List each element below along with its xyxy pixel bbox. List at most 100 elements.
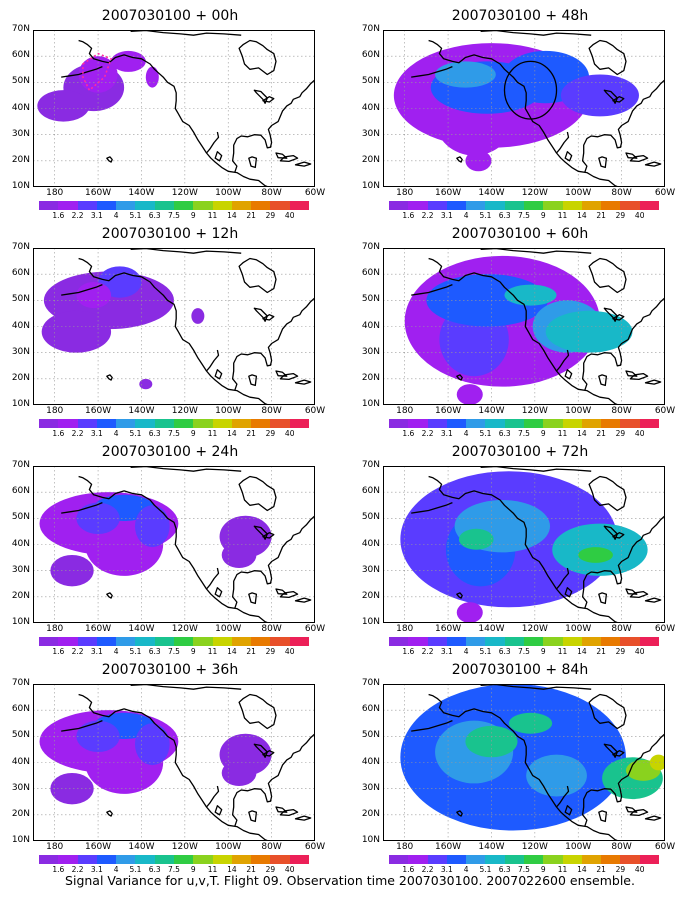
colorbar-label: 29 — [615, 211, 626, 220]
map-panel: 2007030100 + 84h 70N 60N 50N 40N 30N 20N 10N 180… — [350, 654, 690, 874]
variance-contour — [560, 74, 639, 117]
coastline-segment — [231, 79, 315, 173]
coastline-segment — [598, 374, 608, 387]
colorbar-swatch — [135, 855, 155, 864]
colorbar-swatch — [389, 419, 409, 428]
colorbar-label: 40 — [634, 647, 645, 656]
colorbar-swatch — [193, 201, 213, 210]
latitude-label: 40N — [11, 756, 30, 767]
colorbar-label: 7.5 — [168, 647, 180, 656]
colorbar-swatch — [154, 637, 174, 646]
latitude-label: 60N — [11, 268, 30, 279]
panel-grid: 2007030100 + 00h 70N 60N 50N 40N 30N 20N 10N 180… — [11, 8, 675, 874]
latitude-label: 20N — [361, 590, 380, 601]
colorbar-swatch — [562, 419, 582, 428]
map-grid — [33, 248, 315, 405]
longitude-label: 100W — [565, 842, 592, 852]
colorbar-label: 14 — [227, 647, 237, 656]
variance-contour — [435, 61, 496, 88]
coastline-segment — [428, 257, 621, 405]
colorbar-swatch — [466, 419, 486, 428]
longitude-label: 180 — [396, 842, 414, 852]
coastline-segment — [428, 693, 621, 841]
colorbar-swatch — [212, 855, 232, 864]
colorbar-label: 5.1 — [479, 647, 492, 656]
colorbar-label: 5.1 — [479, 429, 492, 438]
colorbar-swatch — [77, 637, 97, 646]
colorbar-swatch — [193, 419, 213, 428]
longitude-label: 180 — [46, 624, 64, 634]
coastline-segment — [253, 307, 268, 322]
colorbar — [389, 637, 659, 646]
coastline-segment — [581, 515, 665, 609]
colorbar-swatch — [231, 419, 252, 428]
latitude-label: 40N — [11, 102, 30, 113]
coastline-segment — [564, 587, 573, 598]
colorbar-label: 1.6 — [52, 211, 65, 220]
coastline-segment — [294, 161, 312, 167]
coastline-segment — [231, 733, 315, 827]
latitude-label: 60N — [361, 704, 380, 715]
longitude-label: 120W — [171, 406, 198, 416]
latitude-label: 50N — [361, 294, 380, 305]
colorbar-swatch — [389, 855, 409, 864]
latitude-label: 50N — [361, 76, 380, 87]
longitude-label: 80W — [611, 624, 632, 634]
colorbar-label: 9 — [190, 865, 196, 874]
colorbar-swatch — [231, 855, 252, 864]
colorbar-swatch — [231, 637, 252, 646]
colorbar-swatch — [601, 419, 621, 428]
coastline-segment — [644, 597, 662, 603]
coastline-segment — [78, 475, 271, 623]
coastline-segment — [106, 156, 113, 163]
coastline-segment — [275, 806, 288, 813]
longitude-label: 180 — [46, 406, 64, 416]
colorbar-label: 3.1 — [90, 647, 103, 656]
panel-title: 2007030100 + 48h — [451, 8, 589, 24]
latitude-label: 50N — [11, 294, 30, 305]
latitude-label: 20N — [361, 808, 380, 819]
latitude-label: 30N — [11, 782, 30, 793]
coastline-segment — [564, 805, 573, 816]
coastline-segment — [612, 314, 625, 321]
coastline-segment — [588, 693, 627, 730]
longitude-label: 80W — [261, 624, 282, 634]
coastline-segment — [598, 592, 608, 605]
coastline-segment — [625, 370, 638, 377]
colorbar-label: 21 — [596, 211, 606, 220]
colorbar-swatch — [270, 201, 290, 210]
coastline-segment — [275, 370, 288, 377]
colorbar-swatch — [601, 201, 621, 210]
variance-map — [383, 466, 665, 623]
variance-contour — [458, 528, 494, 550]
colorbar-label: 21 — [596, 647, 606, 656]
colorbar-label: 1.6 — [52, 865, 65, 874]
colorbar-label: 21 — [596, 865, 606, 874]
colorbar-swatch — [543, 855, 563, 864]
colorbar-label: 11 — [207, 647, 218, 656]
latitude-label: 40N — [361, 102, 380, 113]
coastline-segment — [603, 743, 618, 758]
colorbar-swatch — [39, 201, 59, 210]
panel-title: 2007030100 + 84h — [451, 662, 589, 678]
variance-contour — [545, 310, 633, 353]
colorbar-swatch — [639, 637, 659, 646]
colorbar-label: 2.2 — [71, 429, 84, 438]
map-grid — [383, 684, 665, 841]
colorbar-label: 40 — [284, 865, 295, 874]
latitude-label: 50N — [361, 512, 380, 523]
colorbar-swatch — [446, 637, 467, 646]
colorbar-swatch — [601, 855, 621, 864]
longitude-label: 160W — [435, 624, 462, 634]
coastline-segment — [248, 810, 258, 823]
longitude-label: 180 — [396, 624, 414, 634]
colorbar-swatch — [581, 419, 602, 428]
coastline-segment — [61, 719, 103, 732]
colorbar-swatch — [116, 419, 136, 428]
coastline-segment — [603, 525, 618, 540]
coastline-segment — [61, 283, 103, 296]
colorbar-swatch — [389, 637, 409, 646]
colorbar-label: 40 — [284, 647, 295, 656]
coastline-segment — [262, 96, 275, 103]
colorbar-label: 7.5 — [518, 647, 530, 656]
